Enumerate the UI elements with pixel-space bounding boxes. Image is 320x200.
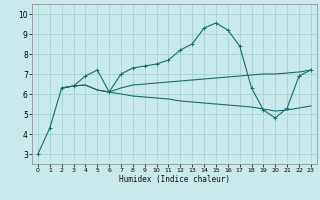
X-axis label: Humidex (Indice chaleur): Humidex (Indice chaleur) [119, 175, 230, 184]
